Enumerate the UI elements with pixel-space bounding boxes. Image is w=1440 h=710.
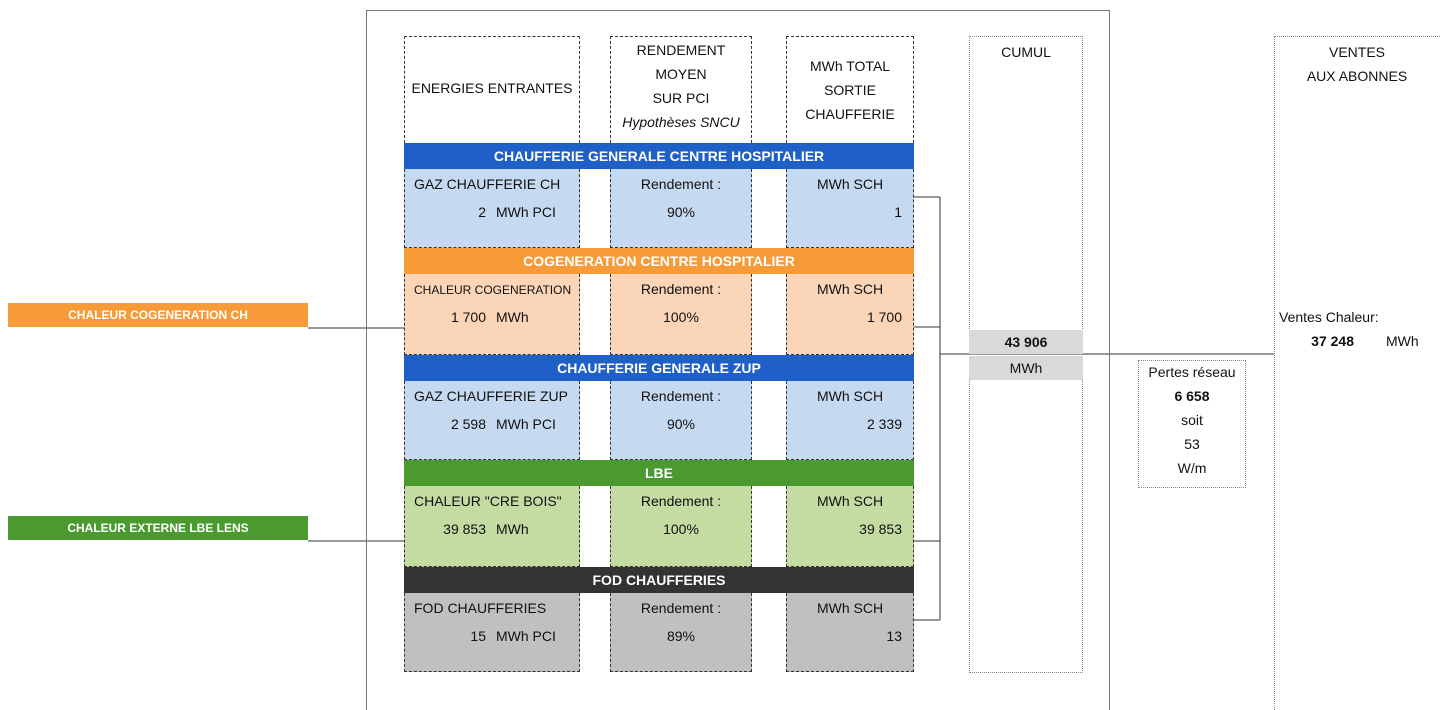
sales-title: VENTES xyxy=(1328,44,1385,60)
losses-per_length: 53 xyxy=(1184,436,1200,452)
source-label: CHALEUR COGENERATION CH xyxy=(8,303,308,327)
input-label: CHALEUR COGENERATION xyxy=(414,283,572,297)
input-unit: MWh PCI xyxy=(496,416,556,432)
output-value: 1 xyxy=(894,204,902,220)
input-unit: MWh PCI xyxy=(496,628,556,644)
input-label: GAZ CHAUFFERIE CH xyxy=(414,176,561,192)
losses-unit: W/m xyxy=(1177,460,1207,476)
output-label: MWh SCH xyxy=(816,176,884,192)
efficiency-label: Rendement : xyxy=(640,493,722,509)
cell xyxy=(610,486,752,567)
sales-value: 37 248 xyxy=(1311,333,1354,349)
cumul-unit: MWh xyxy=(969,356,1083,380)
efficiency-label: Rendement : xyxy=(640,388,722,404)
output-label: MWh SCH xyxy=(816,281,884,297)
cell xyxy=(404,274,580,355)
section-title: CHAUFFERIE GENERALE ZUP xyxy=(404,355,914,381)
header-box xyxy=(786,36,914,143)
input-label: GAZ CHAUFFERIE ZUP xyxy=(414,388,569,404)
losses-value: 6 658 xyxy=(1174,388,1210,404)
cell xyxy=(786,381,914,460)
header-box xyxy=(610,36,752,143)
cumul-title: CUMUL xyxy=(1001,44,1051,60)
input-value: 2 xyxy=(478,204,486,220)
cell xyxy=(404,486,580,567)
input-unit: MWh xyxy=(496,521,529,537)
cell xyxy=(610,274,752,355)
cell xyxy=(404,381,580,460)
losses-label: Pertes réseau xyxy=(1148,364,1236,380)
input-unit: MWh PCI xyxy=(496,204,556,220)
sales-label: Ventes Chaleur: xyxy=(1279,309,1379,325)
cell xyxy=(404,593,580,672)
section-title: CHAUFFERIE GENERALE CENTRE HOSPITALIER xyxy=(404,143,914,169)
cell xyxy=(786,486,914,567)
header-output: SORTIE xyxy=(824,82,876,98)
efficiency-label: Rendement : xyxy=(640,600,722,616)
efficiency-value: 100% xyxy=(663,309,699,325)
header-output: MWh TOTAL xyxy=(809,58,891,74)
output-value: 13 xyxy=(886,628,902,644)
header-note: Hypothèses SNCU xyxy=(622,114,740,130)
input-value: 15 xyxy=(470,628,486,644)
input-label: CHALEUR "CRE BOIS" xyxy=(414,493,562,509)
header-efficiency: SUR PCI xyxy=(652,90,710,106)
efficiency-label: Rendement : xyxy=(640,281,722,297)
cell xyxy=(786,593,914,672)
frame xyxy=(366,10,1110,710)
sales-box xyxy=(1274,36,1440,710)
input-value: 2 598 xyxy=(450,416,486,432)
output-value: 39 853 xyxy=(859,521,902,537)
cumul-value: 43 906 xyxy=(969,330,1083,354)
cell xyxy=(610,169,752,248)
efficiency-value: 90% xyxy=(666,416,696,432)
header-inputs: ENERGIES ENTRANTES xyxy=(411,80,573,96)
cell xyxy=(610,593,752,672)
cell xyxy=(610,381,752,460)
cell xyxy=(404,169,580,248)
header-efficiency: MOYEN xyxy=(655,66,707,82)
cumul-box xyxy=(969,36,1083,673)
sales-unit: MWh xyxy=(1386,333,1419,349)
efficiency-value: 89% xyxy=(666,628,696,644)
sales-title: AUX ABONNES xyxy=(1306,68,1408,84)
cell xyxy=(786,169,914,248)
section-title: FOD CHAUFFERIES xyxy=(404,567,914,593)
output-value: 2 339 xyxy=(866,416,902,432)
header-efficiency: RENDEMENT xyxy=(636,42,726,58)
efficiency-label: Rendement : xyxy=(640,176,722,192)
input-value: 39 853 xyxy=(443,521,486,537)
efficiency-value: 100% xyxy=(663,521,699,537)
header-box xyxy=(404,36,580,143)
header-output: CHAUFFERIE xyxy=(805,106,895,122)
input-value: 1 700 xyxy=(450,309,486,325)
section-title: LBE xyxy=(404,460,914,486)
output-label: MWh SCH xyxy=(816,388,884,404)
output-value: 1 700 xyxy=(866,309,902,325)
efficiency-value: 90% xyxy=(666,204,696,220)
output-label: MWh SCH xyxy=(816,493,884,509)
losses-connector: soit xyxy=(1181,412,1203,428)
input-unit: MWh xyxy=(496,309,529,325)
section-title: COGENERATION CENTRE HOSPITALIER xyxy=(404,248,914,274)
output-label: MWh SCH xyxy=(816,600,884,616)
input-label: FOD CHAUFFERIES xyxy=(414,600,547,616)
source-label: CHALEUR EXTERNE LBE LENS xyxy=(8,516,308,540)
cell xyxy=(786,274,914,355)
losses-box xyxy=(1138,360,1246,488)
